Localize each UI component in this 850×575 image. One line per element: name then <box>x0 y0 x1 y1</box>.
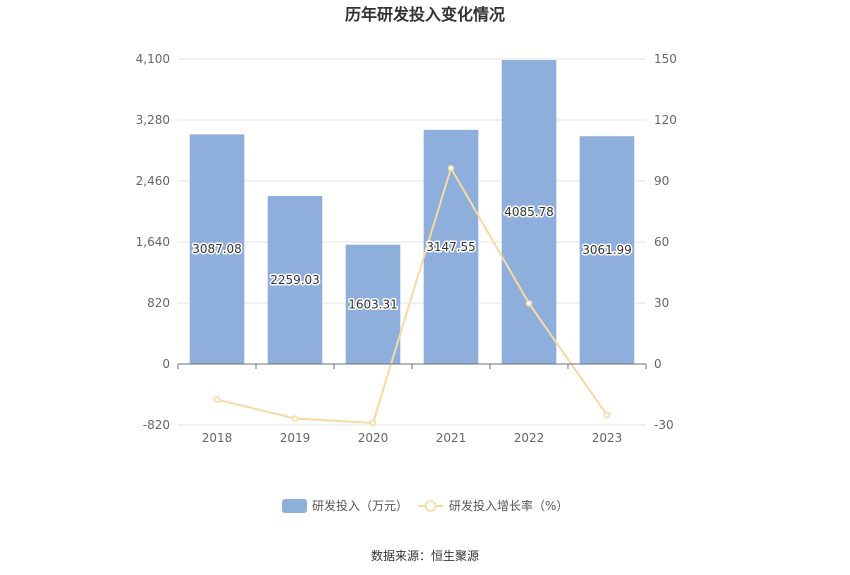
x-tick-label: 2019 <box>280 431 311 445</box>
y-left-tick-label: 820 <box>147 296 170 310</box>
bar-value-label: 1603.31 <box>348 297 398 311</box>
line-point <box>213 396 221 403</box>
x-tick-label: 2021 <box>436 431 467 445</box>
bar-value-label: 4085.78 <box>504 205 554 219</box>
y-right-tick-label: 150 <box>654 52 677 66</box>
x-tick-label: 2022 <box>514 431 545 445</box>
y-right-tick-label: 90 <box>654 174 669 188</box>
axes: -820 0 820 1,640 2,460 3,280 4,100 -30 0 30 60 90 12… <box>136 52 677 445</box>
bar-series <box>189 60 635 364</box>
legend[interactable]: 研发投入（万元） 研发投入增长率（%） <box>282 498 568 513</box>
bar-value-label: 3061.99 <box>582 243 632 257</box>
x-tick-label: 2020 <box>358 431 389 445</box>
bar-value-label: 3087.08 <box>192 242 242 256</box>
y-right-tick-label: 60 <box>654 235 669 249</box>
bar <box>579 136 635 364</box>
bar <box>501 60 557 364</box>
chart-title: 历年研发投入变化情况 <box>345 5 505 24</box>
growth-line <box>216 165 608 425</box>
line-series: 3087.08 2259.03 1603.31 3147.55 4085.78 3061.… <box>191 164 633 427</box>
line-point <box>525 300 533 307</box>
grid-lines <box>178 58 646 426</box>
source-note: 数据来源：恒生聚源 <box>371 548 479 563</box>
line-point <box>447 164 455 172</box>
y-left-tick-label: 2,460 <box>136 174 170 188</box>
y-right-tick-label: 0 <box>654 357 662 371</box>
y-left-tick-label: 3,280 <box>136 113 170 127</box>
bar <box>189 134 245 364</box>
bar <box>267 195 323 364</box>
legend-bar-swatch <box>282 499 307 513</box>
y-left-tick-label: 0 <box>162 357 170 371</box>
line-point <box>369 419 377 427</box>
y-left-tick-label: 4,100 <box>136 52 170 66</box>
legend-line-marker <box>424 500 437 512</box>
y-left-tick-label: 1,640 <box>136 235 170 249</box>
line-point <box>291 415 299 422</box>
bar <box>345 244 401 364</box>
x-tick-label: 2018 <box>202 431 233 445</box>
legend-line-label: 研发投入增长率（%） <box>449 498 568 513</box>
y-right-tick-label: 120 <box>654 113 677 127</box>
y-right-tick-label: -30 <box>654 418 674 432</box>
y-right-tick-label: 30 <box>654 296 669 310</box>
y-left-tick-label: -820 <box>143 418 170 432</box>
bar-value-label: 3147.55 <box>426 240 476 254</box>
bar-value-label: 2259.03 <box>270 273 320 287</box>
x-tick-label: 2023 <box>592 431 623 445</box>
line-point <box>603 411 611 419</box>
legend-bar-label: 研发投入（万元） <box>312 498 408 513</box>
